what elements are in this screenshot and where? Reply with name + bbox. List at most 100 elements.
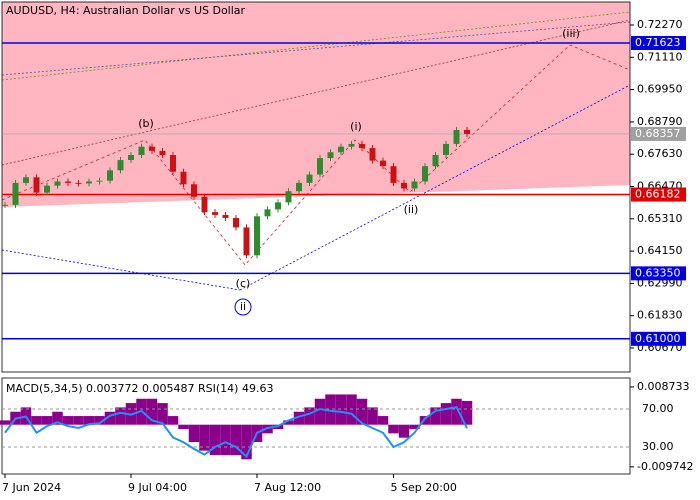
macd-bar	[62, 416, 74, 425]
trend-lines	[1, 11, 631, 291]
macd-bar	[335, 394, 347, 425]
macd-bar	[367, 407, 378, 425]
candle	[23, 177, 29, 183]
candle	[222, 214, 229, 218]
macd-bar	[230, 424, 242, 455]
candle	[149, 146, 155, 151]
candle	[380, 160, 386, 167]
candle	[306, 174, 313, 183]
candle	[128, 155, 134, 161]
macd-bar	[388, 424, 399, 434]
indicator-title: MACD(5,34,5) 0.003772 0.005487 RSI(14) 4…	[6, 382, 273, 395]
macd-bar	[325, 394, 336, 425]
candle	[12, 182, 19, 205]
wave-path	[1, 44, 631, 266]
macd-bar	[73, 416, 84, 425]
macd-bar	[356, 398, 368, 425]
candle	[201, 196, 208, 213]
candle	[432, 155, 439, 167]
candle	[401, 182, 407, 189]
candle	[159, 150, 166, 156]
candle	[191, 184, 197, 197]
macd-bar	[167, 416, 179, 425]
candle	[138, 146, 145, 156]
macd-bar	[178, 424, 189, 430]
macd-bar	[430, 407, 441, 425]
macd-tick-label: 0.008733	[637, 380, 690, 393]
candle	[254, 216, 260, 256]
macd-tick-label: -0.009742	[637, 460, 693, 473]
candle	[359, 143, 365, 149]
macd-bar	[419, 416, 431, 425]
candle	[443, 143, 449, 156]
macd-bar	[0, 420, 11, 425]
candle	[107, 170, 113, 181]
rsi-line	[4, 405, 468, 459]
wave-label: ii	[240, 300, 246, 313]
candle	[390, 166, 397, 183]
indicator-frame	[1, 377, 631, 475]
macd-bar	[314, 398, 326, 425]
x-tick-label: 7 Aug 12:00	[254, 481, 321, 494]
candle	[317, 158, 323, 175]
macd-bar	[409, 424, 420, 430]
candle	[233, 217, 239, 228]
candle	[285, 191, 292, 203]
y-tick-label: 0.65310	[637, 212, 683, 225]
candle	[275, 202, 281, 210]
level-tag	[631, 187, 686, 202]
trend-line	[239, 84, 631, 291]
sell-zone	[2, 2, 630, 207]
macd-bar	[115, 407, 126, 425]
macd-bar	[293, 411, 305, 425]
level-tag	[631, 331, 686, 346]
y-tick-label: 0.69950	[637, 83, 683, 96]
macd-bar	[398, 424, 410, 438]
y-tick-label: 0.61830	[637, 309, 683, 322]
y-tick-label: 0.72270	[637, 18, 683, 31]
macd-bar	[83, 416, 95, 425]
candle	[170, 155, 176, 172]
macd-bar	[41, 416, 53, 425]
candle	[75, 182, 82, 184]
macd-bar	[377, 416, 389, 425]
macd-bar	[283, 420, 294, 425]
current-label: 0.68357	[635, 127, 681, 140]
macd-bar	[451, 398, 462, 425]
candle	[117, 160, 124, 171]
macd-bar	[346, 394, 357, 425]
chart-title: AUDUSD, H4: Australian Dollar vs US Doll…	[6, 4, 246, 17]
level-tag	[631, 266, 686, 281]
candle	[338, 146, 344, 153]
macd-bar	[241, 424, 252, 460]
y-tick-label: 0.67630	[637, 147, 683, 160]
candle	[86, 181, 92, 184]
x-tick-label: 9 Jul 04:00	[128, 481, 187, 494]
main-frame	[1, 1, 631, 373]
macd-bar	[209, 424, 221, 455]
rsi-tick-label: 30.00	[642, 440, 674, 453]
wave-label: (iii)	[562, 27, 580, 40]
candle	[96, 180, 103, 182]
macd-bar	[220, 424, 231, 455]
x-tick-label: 7 Jun 2024	[2, 481, 61, 494]
macd-bar	[188, 424, 200, 442]
candle	[296, 182, 302, 192]
candle	[212, 212, 218, 215]
trend-line	[1, 249, 241, 291]
candle	[264, 209, 271, 217]
trend-line	[1, 21, 631, 76]
macd-bar	[304, 407, 315, 425]
macd-bar	[94, 416, 105, 425]
macd-bar	[157, 403, 168, 425]
macd-bar	[199, 424, 210, 451]
level-label: 0.63350	[635, 266, 681, 279]
level-label: 0.71623	[635, 36, 681, 49]
candle	[243, 227, 250, 256]
macd-bar	[104, 411, 116, 425]
wave-label: (c)	[236, 277, 251, 290]
candle	[422, 166, 428, 182]
trend-line	[1, 11, 631, 81]
candle	[65, 181, 71, 183]
